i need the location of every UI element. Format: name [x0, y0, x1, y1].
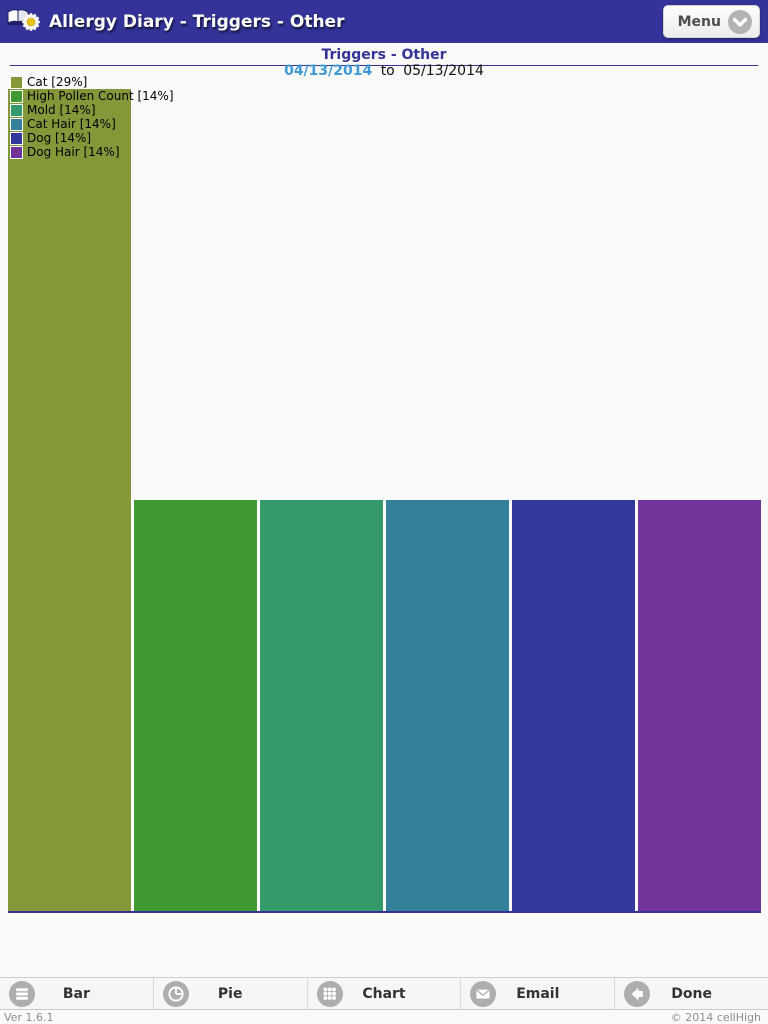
- bar-mold: [260, 500, 383, 911]
- toolbar-button-email[interactable]: Email: [461, 978, 616, 1009]
- copyright-label: © 2014 cellHigh: [670, 1011, 761, 1024]
- legend-item-dog: Dog [14%]: [10, 131, 174, 145]
- legend-item-cat-hair: Cat Hair [14%]: [10, 117, 174, 131]
- toolbar-button-bar[interactable]: Bar: [0, 978, 154, 1009]
- app-logo-book-daisy-icon: [4, 4, 44, 42]
- legend-item-high-pollen-count: High Pollen Count [14%]: [10, 89, 174, 103]
- legend-item-mold: Mold [14%]: [10, 103, 174, 117]
- legend-swatch-icon: [10, 75, 23, 89]
- menu-button[interactable]: Menu: [662, 5, 760, 38]
- page-title: Allergy Diary - Triggers - Other: [49, 11, 345, 32]
- chart-title-bar: Triggers - Other: [10, 44, 758, 66]
- envelope-icon: [470, 980, 497, 1007]
- bar-dog: [512, 500, 635, 911]
- back-arrow-icon: [624, 980, 651, 1007]
- bar-dog-hair: [638, 500, 761, 911]
- bar-high-pollen-count: [134, 500, 257, 911]
- date-range-end: 05/13/2014: [403, 63, 484, 79]
- title-bar: Allergy Diary - Triggers - Other Menu: [0, 0, 768, 43]
- bar-plot: [8, 89, 761, 913]
- bar-cat: [8, 89, 131, 911]
- grid-icon: [316, 980, 343, 1007]
- legend-label: Cat [29%]: [27, 75, 88, 89]
- legend-item-cat: Cat [29%]: [10, 75, 174, 89]
- bar-cat-hair: [386, 500, 509, 911]
- legend-label: Mold [14%]: [27, 103, 96, 117]
- legend: Cat [29%] High Pollen Count [14%] Mold [14…: [10, 75, 174, 159]
- date-range: 04/13/2014 to 05/13/2014: [0, 63, 768, 79]
- chart-title: Triggers - Other: [321, 47, 447, 63]
- legend-label: Dog Hair [14%]: [27, 145, 120, 159]
- legend-swatch-icon: [10, 103, 23, 117]
- legend-item-dog-hair: Dog Hair [14%]: [10, 145, 174, 159]
- bar-rows-icon: [9, 980, 35, 1007]
- legend-swatch-icon: [10, 131, 23, 145]
- date-range-separator: to: [380, 63, 395, 79]
- legend-label: Cat Hair [14%]: [27, 117, 116, 131]
- date-range-start-link[interactable]: 04/13/2014: [284, 63, 373, 79]
- bottom-toolbar: Bar Pie Chart Email Done: [0, 977, 768, 1010]
- pie-chart-icon: [162, 980, 189, 1007]
- version-label: Ver 1.6.1: [4, 1011, 54, 1024]
- toolbar-button-done[interactable]: Done: [615, 978, 768, 1009]
- legend-label: High Pollen Count [14%]: [27, 89, 174, 103]
- toolbar-button-chart[interactable]: Chart: [308, 978, 462, 1009]
- chevron-down-icon: [728, 9, 752, 34]
- legend-swatch-icon: [10, 145, 23, 159]
- legend-label: Dog [14%]: [27, 131, 92, 145]
- legend-swatch-icon: [10, 89, 23, 103]
- toolbar-button-pie[interactable]: Pie: [154, 978, 308, 1009]
- menu-button-label: Menu: [677, 13, 721, 30]
- legend-swatch-icon: [10, 117, 23, 131]
